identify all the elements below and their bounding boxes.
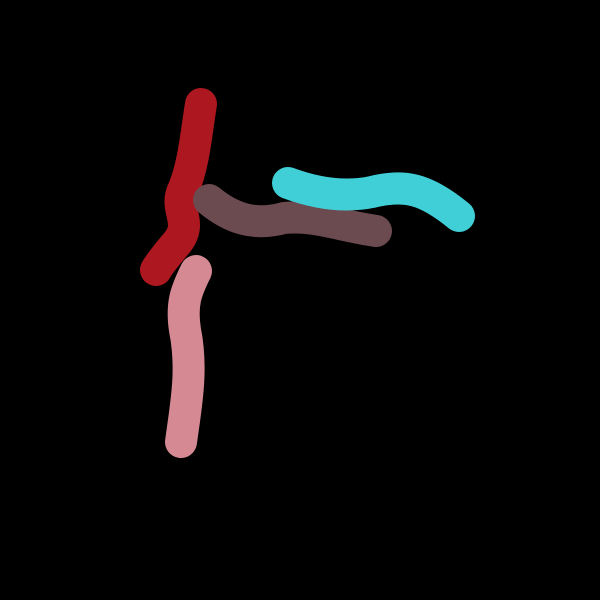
red-stroke [140, 88, 217, 286]
pink-stroke [165, 255, 212, 458]
brown-stroke [193, 184, 392, 247]
cyan-stroke [272, 167, 475, 232]
